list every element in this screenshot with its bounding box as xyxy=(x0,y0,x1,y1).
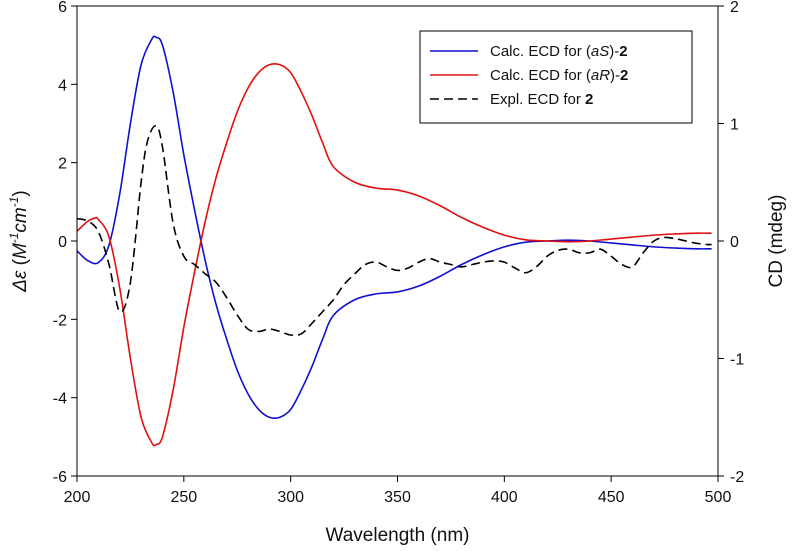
legend-label-part: Expl. ECD for xyxy=(490,91,585,108)
x-tick-label: 400 xyxy=(491,489,518,506)
y-right-tick-label: 1 xyxy=(730,117,739,134)
y-left-axis-title: Δε (M-1cm-1) xyxy=(7,190,31,293)
legend-label-1: Calc. ECD for (aS)-2 xyxy=(490,43,628,60)
x-tick-label: 250 xyxy=(170,489,197,506)
y-left-tick-label: 4 xyxy=(58,77,67,94)
legend-label-part: 2 xyxy=(585,91,593,108)
legend-label-part: aR xyxy=(591,67,610,84)
y-left-tick-label: 6 xyxy=(58,0,67,16)
y-left-tick-label: -4 xyxy=(53,391,67,408)
y-left-tick-label: -2 xyxy=(53,312,67,329)
y-left-unit1: M xyxy=(10,243,31,259)
legend-label-3: Expl. ECD for 2 xyxy=(490,91,593,108)
y-left-open: ( xyxy=(10,258,31,270)
legend-label-part: Calc. ECD for ( xyxy=(490,43,591,60)
y-right-axis-title: CD (mdeg) xyxy=(766,195,787,288)
y-left-tick-label: 0 xyxy=(58,234,67,251)
y-right-tick-label: 2 xyxy=(730,0,739,16)
y-left-unit2: cm xyxy=(10,207,31,232)
legend-label-part: )- xyxy=(609,43,619,60)
legend-label-part: )- xyxy=(610,67,620,84)
series-line-2 xyxy=(77,62,712,447)
x-tick-label: 500 xyxy=(705,489,732,506)
y-left-sup2: -1 xyxy=(7,197,21,208)
x-tick-label: 450 xyxy=(598,489,625,506)
y-left-tick-label: -6 xyxy=(53,469,67,486)
x-tick-label: 300 xyxy=(277,489,304,506)
series-layer xyxy=(77,35,712,447)
series-line-1 xyxy=(77,35,712,420)
x-tick-label: 350 xyxy=(384,489,411,506)
x-axis-title: Wavelength (nm) xyxy=(326,525,470,546)
legend-label-part: 2 xyxy=(620,67,628,84)
y-left-sup1: -1 xyxy=(7,233,21,244)
y-right-tick-label: 0 xyxy=(730,234,739,251)
legend-label-2: Calc. ECD for (aR)-2 xyxy=(490,67,628,84)
y-left-tick-label: 2 xyxy=(58,156,67,173)
legend-label-part: 2 xyxy=(619,43,627,60)
y-left-symbol: Δε xyxy=(10,270,31,293)
legend-label-part: Calc. ECD for ( xyxy=(490,67,591,84)
y-left-close: ) xyxy=(10,190,31,196)
series-line-3 xyxy=(77,125,712,337)
y-right-tick-label: -2 xyxy=(730,469,744,486)
y-right-tick-label: -1 xyxy=(730,352,744,369)
legend-box xyxy=(419,30,693,124)
x-tick-label: 200 xyxy=(64,489,91,506)
legend-label-part: aS xyxy=(591,43,609,60)
ticks-layer: 200 250 300 350 400 450 500 -6 -4 -2 0 2 4 6 -2 -1 0 1 2 xyxy=(53,0,745,506)
